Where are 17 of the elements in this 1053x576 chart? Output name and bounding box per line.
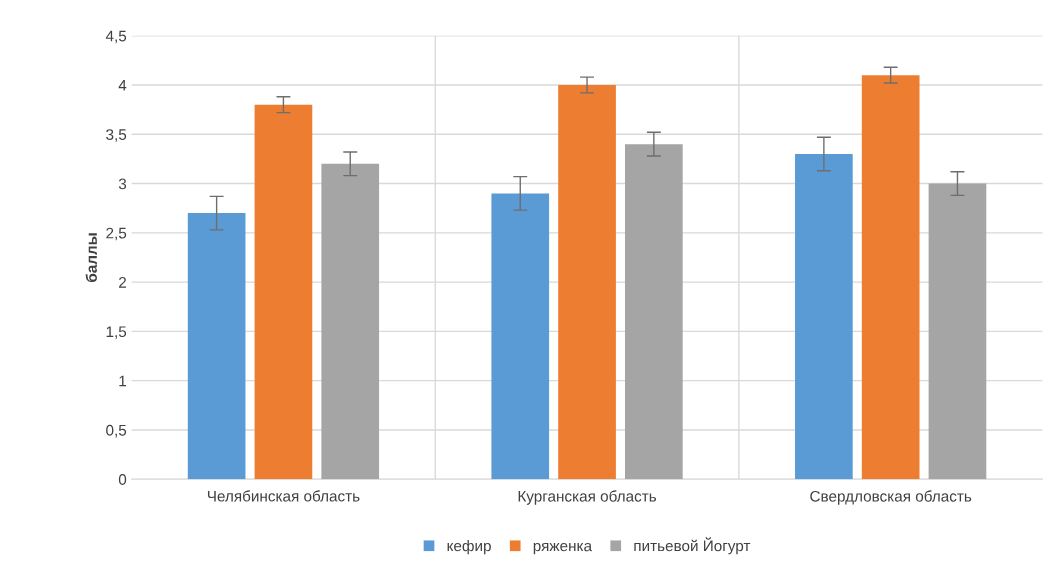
y-tick-label: 2 (119, 276, 126, 288)
legend-label: ряженка (533, 542, 593, 555)
y-tick-label: 2,5 (106, 227, 127, 241)
x-tick-label: Свердловская область (810, 490, 972, 505)
y-tick-label: 3,5 (106, 129, 127, 142)
x-tick-label: Курганская область (518, 490, 657, 505)
y-tick-label: 0 (118, 474, 127, 485)
y-tick-label: 4,5 (105, 30, 127, 44)
y-tick-label: 1,5 (106, 326, 127, 339)
x-tick-label: Челябинская область (207, 490, 360, 502)
y-tick-label: 1 (119, 375, 127, 387)
legend-label: кефир (447, 540, 491, 555)
legend-label: питьевой Йогурт (634, 537, 751, 555)
y-axis-title: баллы (85, 233, 97, 282)
y-tick-label: 0,5 (106, 424, 127, 438)
y-tick-label: 3 (118, 178, 127, 190)
y-tick-label: 4 (118, 80, 127, 91)
